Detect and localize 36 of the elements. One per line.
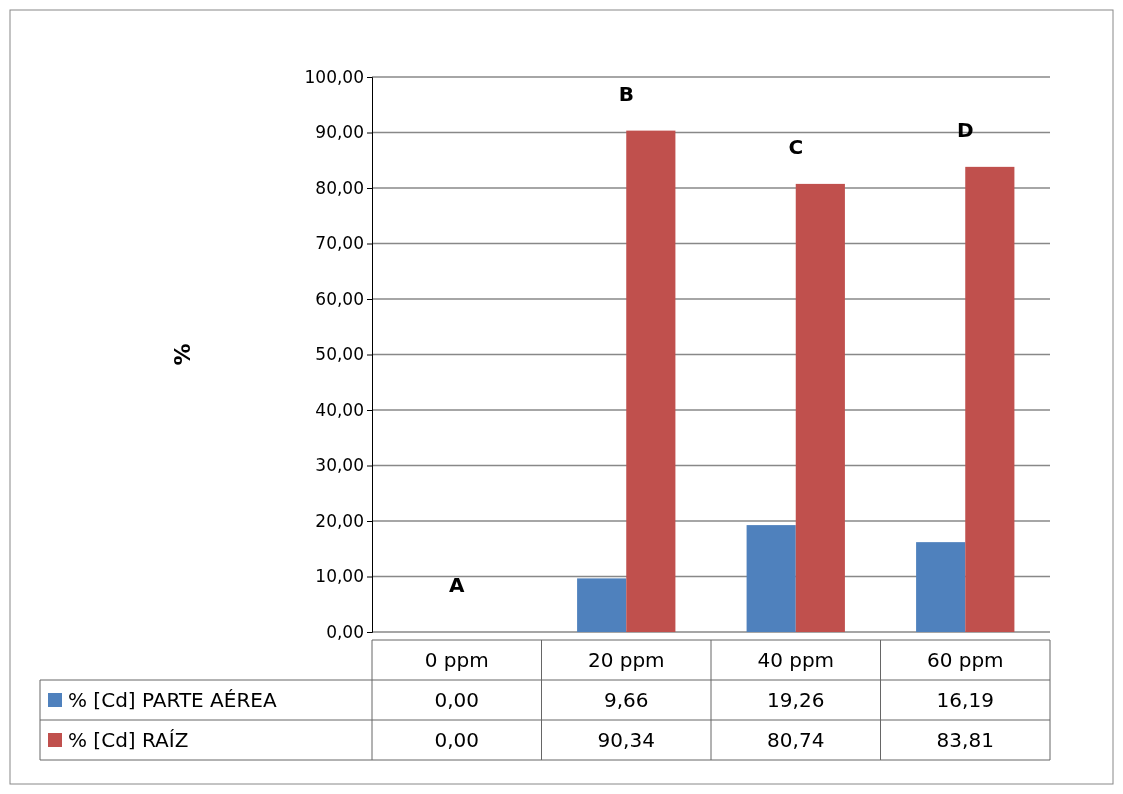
y-tick-label: 80,00 bbox=[315, 177, 364, 198]
data-label: 16,19 bbox=[936, 688, 994, 712]
x-tick-label: 60 ppm bbox=[926, 648, 1004, 672]
x-tick-label: 20 ppm bbox=[587, 648, 665, 672]
y-tick-label: 50,00 bbox=[315, 344, 364, 365]
y-tick-label: 60,00 bbox=[315, 288, 364, 309]
annotation: B bbox=[618, 81, 634, 106]
legend-label: % [Cd] RAÍZ bbox=[68, 728, 189, 752]
y-tick-label: 90,00 bbox=[315, 122, 364, 143]
annotation: D bbox=[956, 117, 974, 142]
y-tick-label: 20,00 bbox=[315, 510, 364, 531]
data-label: 80,74 bbox=[767, 728, 825, 752]
data-label: 0,00 bbox=[434, 728, 480, 752]
data-label: 9,66 bbox=[603, 688, 649, 712]
y-tick-label: 70,00 bbox=[315, 233, 364, 254]
bar bbox=[795, 183, 845, 632]
x-tick-label: 0 ppm bbox=[424, 648, 489, 672]
bar bbox=[577, 578, 627, 632]
y-axis-title: % bbox=[170, 343, 195, 366]
bar bbox=[916, 542, 966, 632]
data-label: 90,34 bbox=[597, 728, 655, 752]
annotation: C bbox=[788, 134, 804, 159]
data-label: 83,81 bbox=[936, 728, 994, 752]
data-label: 0,00 bbox=[434, 688, 480, 712]
data-label: 19,26 bbox=[767, 688, 825, 712]
y-tick-label: 30,00 bbox=[315, 455, 364, 476]
y-tick-label: 0,00 bbox=[326, 621, 364, 642]
bar bbox=[746, 525, 796, 632]
annotation: A bbox=[449, 573, 466, 597]
y-tick-label: 10,00 bbox=[315, 566, 364, 587]
y-tick-label: 100,00 bbox=[304, 66, 364, 87]
legend-label: % [Cd] PARTE AÉREA bbox=[68, 688, 277, 712]
x-tick-label: 40 ppm bbox=[757, 648, 835, 672]
y-tick-label: 40,00 bbox=[315, 399, 364, 420]
bar bbox=[626, 130, 676, 632]
bar bbox=[965, 166, 1015, 632]
